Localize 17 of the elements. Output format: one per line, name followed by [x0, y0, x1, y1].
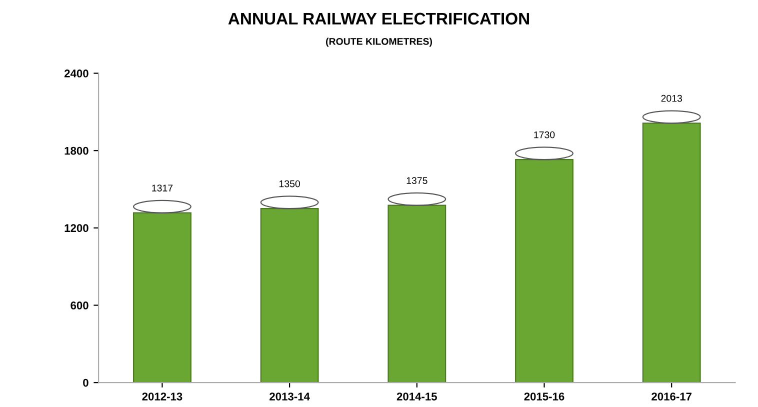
x-tick-label: 2014-15	[396, 392, 437, 400]
x-tick-label: 2013-14	[270, 392, 310, 400]
y-tick-label: 0	[83, 378, 88, 387]
y-tick-label: 2400	[64, 70, 88, 78]
chart-title: ANNUAL RAILWAY ELECTRIFICATION	[228, 12, 529, 25]
data-label: 1375	[406, 177, 428, 184]
chart-subtitle: (ROUTE KILOMETRES)	[326, 38, 432, 47]
y-tick-label: 1200	[64, 224, 88, 232]
data-label: 1350	[279, 180, 300, 188]
data-label: 1730	[534, 131, 555, 138]
data-label: 1317	[152, 184, 173, 192]
y-tick-label: 600	[70, 302, 88, 310]
data-label: 2013	[661, 94, 682, 102]
x-tick-label: 2015-16	[524, 392, 564, 400]
x-tick-label: 2016-17	[652, 392, 692, 400]
x-tick-label: 2012-13	[142, 392, 182, 400]
y-tick-label: 1800	[64, 146, 88, 155]
